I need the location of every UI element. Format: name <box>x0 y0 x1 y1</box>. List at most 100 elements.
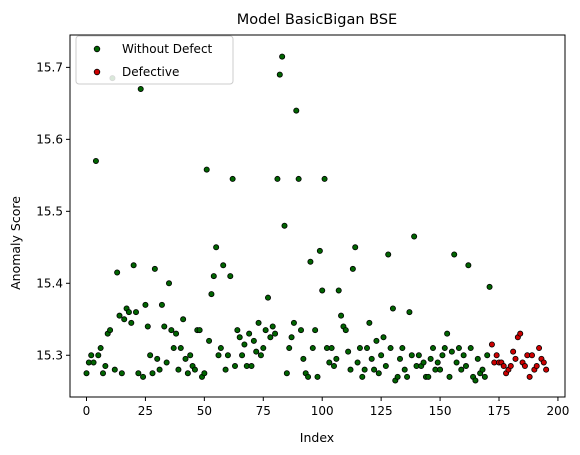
point-without-defect <box>144 323 151 330</box>
point-without-defect <box>276 71 283 78</box>
point-without-defect <box>290 319 297 326</box>
point-without-defect <box>267 334 274 341</box>
point-without-defect <box>326 359 333 366</box>
point-without-defect <box>437 366 444 373</box>
point-without-defect <box>217 345 224 352</box>
point-without-defect <box>184 370 191 377</box>
point-without-defect <box>262 327 269 334</box>
point-without-defect <box>338 312 345 319</box>
point-without-defect <box>182 355 189 362</box>
point-without-defect <box>114 269 121 276</box>
point-without-defect <box>333 355 340 362</box>
point-without-defect <box>227 273 234 280</box>
point-without-defect <box>215 352 222 359</box>
point-without-defect <box>373 337 380 344</box>
point-without-defect <box>484 352 491 359</box>
point-without-defect <box>97 345 104 352</box>
chart-title: Model BasicBigan BSE <box>237 12 397 28</box>
point-without-defect <box>472 377 479 384</box>
point-without-defect <box>264 294 271 301</box>
point-without-defect <box>321 175 328 182</box>
point-without-defect <box>283 370 290 377</box>
point-without-defect <box>269 323 276 330</box>
point-defective <box>507 363 514 370</box>
point-without-defect <box>170 345 177 352</box>
point-without-defect <box>455 345 462 352</box>
point-without-defect <box>404 373 411 380</box>
point-without-defect <box>208 291 215 298</box>
point-without-defect <box>342 327 349 334</box>
point-defective <box>512 355 519 362</box>
y-tick-label: 15.7 <box>36 60 63 74</box>
point-without-defect <box>411 233 418 240</box>
point-without-defect <box>187 352 194 359</box>
point-without-defect <box>130 262 137 269</box>
point-without-defect <box>300 355 307 362</box>
point-without-defect <box>420 359 427 366</box>
point-without-defect <box>161 323 168 330</box>
point-defective <box>536 345 543 352</box>
point-without-defect <box>132 309 139 316</box>
point-without-defect <box>434 359 441 366</box>
point-defective <box>540 359 547 366</box>
point-without-defect <box>196 327 203 334</box>
point-without-defect <box>102 363 109 370</box>
y-axis: 15.3 15.4 15.5 15.6 15.7 <box>36 60 70 362</box>
point-without-defect <box>429 345 436 352</box>
point-without-defect <box>220 262 227 269</box>
y-tick-label: 15.4 <box>36 276 63 290</box>
point-without-defect <box>253 348 260 355</box>
point-without-defect <box>165 280 172 287</box>
point-without-defect <box>203 166 210 173</box>
point-without-defect <box>378 352 385 359</box>
point-without-defect <box>458 366 465 373</box>
point-without-defect <box>385 251 392 258</box>
legend-box <box>75 35 234 85</box>
point-without-defect <box>90 359 97 366</box>
point-without-defect <box>359 373 366 380</box>
x-axis-label: Index <box>300 430 334 445</box>
point-without-defect <box>128 319 135 326</box>
point-without-defect <box>175 366 182 373</box>
point-without-defect <box>441 345 448 352</box>
point-without-defect <box>248 363 255 370</box>
point-without-defect <box>279 53 286 60</box>
point-without-defect <box>92 157 99 164</box>
y-tick-label: 15.3 <box>36 348 63 362</box>
point-without-defect <box>309 345 316 352</box>
point-without-defect <box>319 287 326 294</box>
point-without-defect <box>140 373 147 380</box>
point-without-defect <box>387 345 394 352</box>
point-without-defect <box>224 352 231 359</box>
legend-marker-without-defect <box>93 45 101 53</box>
point-without-defect <box>448 348 455 355</box>
point-without-defect <box>368 355 375 362</box>
point-without-defect <box>286 345 293 352</box>
point-without-defect <box>479 366 486 373</box>
point-without-defect <box>396 355 403 362</box>
legend-label-defective: Defective <box>122 65 179 79</box>
point-without-defect <box>382 363 389 370</box>
y-tick-label: 15.6 <box>36 132 63 146</box>
x-tick-label: 150 <box>429 404 452 418</box>
point-without-defect <box>330 363 337 370</box>
point-without-defect <box>158 301 165 308</box>
x-tick-label: 175 <box>488 404 511 418</box>
point-without-defect <box>486 283 493 290</box>
point-defective <box>488 341 495 348</box>
point-defective <box>529 352 536 359</box>
point-without-defect <box>297 327 304 334</box>
point-without-defect <box>135 370 142 377</box>
point-without-defect <box>173 330 180 337</box>
point-without-defect <box>206 337 213 344</box>
point-without-defect <box>222 366 229 373</box>
point-without-defect <box>465 262 472 269</box>
point-defective <box>526 373 533 380</box>
point-without-defect <box>125 309 132 316</box>
point-without-defect <box>118 370 125 377</box>
point-without-defect <box>213 244 220 251</box>
point-without-defect <box>210 273 217 280</box>
x-tick-label: 75 <box>256 404 271 418</box>
x-tick-label: 50 <box>197 404 212 418</box>
